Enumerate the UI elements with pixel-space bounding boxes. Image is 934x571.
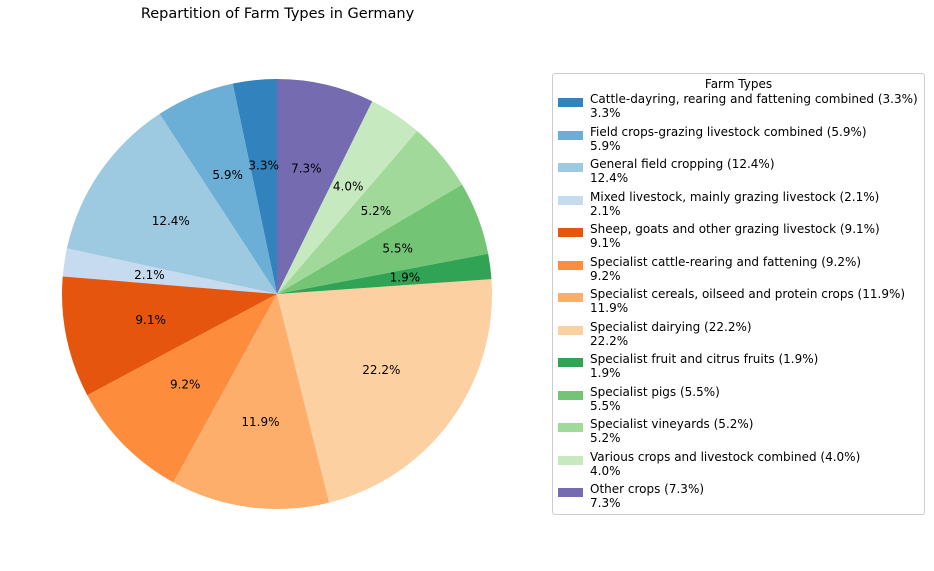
slice-label: 7.3% <box>291 161 322 175</box>
legend-entry-name: Specialist vineyards (5.2%) <box>590 417 754 431</box>
legend-entry-name: Mixed livestock, mainly grazing livestoc… <box>590 189 880 204</box>
slice-label: 5.9% <box>212 168 243 182</box>
slice-label: 9.2% <box>170 378 201 392</box>
legend-entry-percent: 7.3% <box>590 496 621 510</box>
legend-entry-name: Specialist pigs (5.5%) <box>590 384 720 399</box>
pie-slice <box>232 79 277 294</box>
legend-entry-name: Specialist cattle-rearing and fattening … <box>590 254 862 269</box>
legend-label: Other crops (7.3%) 7.3% <box>590 482 704 510</box>
legend-label: Mixed livestock, mainly grazing livestoc… <box>590 190 879 218</box>
legend-item: Specialist vineyards (5.2%) 5.2% <box>553 417 924 450</box>
pie-slice <box>66 113 277 294</box>
legend-item: Various crops and livestock combined (4.… <box>553 450 924 483</box>
slice-label: 3.3% <box>248 159 279 173</box>
legend-label: Various crops and livestock combined (4.… <box>590 450 860 478</box>
slice-label: 9.1% <box>135 313 166 327</box>
legend-label: Sheep, goats and other grazing livestock… <box>590 222 880 250</box>
legend-entry-percent: 1.9% <box>590 366 621 380</box>
legend-swatch <box>558 423 583 432</box>
legend-swatch <box>558 228 583 237</box>
legend-item: Specialist fruit and citrus fruits (1.9%… <box>553 352 924 385</box>
legend-entry-name: Specialist fruit and citrus fruits (1.9%… <box>590 352 819 366</box>
legend-label: Specialist fruit and citrus fruits (1.9%… <box>590 352 818 380</box>
legend-swatch <box>558 195 583 205</box>
legend-item: Specialist cattle-rearing and fattening … <box>553 255 924 288</box>
legend-entry-name: Field crops-grazing livestock combined (… <box>590 124 867 139</box>
legend-item: Specialist cereals, oilseed and protein … <box>553 287 924 320</box>
slice-label: 4.0% <box>333 179 364 193</box>
pie-slices <box>61 79 493 510</box>
pie-slice <box>277 184 489 294</box>
pie-slice <box>61 276 277 396</box>
legend-label: Specialist dairying (22.2%) 22.2% <box>590 320 752 348</box>
legend-entry-name: Various crops and livestock combined (4.… <box>590 449 861 464</box>
legend-entry-percent: 4.0% <box>590 463 621 478</box>
legend-item: Other crops (7.3%) 7.3% <box>553 482 924 515</box>
legend-label: Specialist cereals, oilseed and protein … <box>590 287 905 315</box>
legend-swatch <box>558 293 583 302</box>
legend-entry-percent: 11.9% <box>590 301 629 315</box>
legend-entry-name: Specialist dairying (22.2%) <box>590 319 752 334</box>
legend-swatch <box>558 130 583 140</box>
legend-swatch <box>558 260 583 270</box>
slice-label: 22.2% <box>362 363 400 377</box>
legend-item: Specialist pigs (5.5%) 5.5% <box>553 385 924 418</box>
pie-slice <box>277 101 418 295</box>
pie-slice-labels: 3.3% 5.9% 12.4% 2.1% 9.1% 9.2% 11.9% 22.2% 1.9% 5… <box>134 159 420 429</box>
legend-label: Specialist vineyards (5.2%) 5.2% <box>590 417 753 445</box>
legend-entry-percent: 9.1% <box>590 236 621 250</box>
slice-label: 5.5% <box>382 241 413 255</box>
legend-entry-percent: 5.5% <box>590 398 621 413</box>
pie-chart: 3.3% 5.9% 12.4% 2.1% 9.1% 9.2% 11.9% 22.2% 1.9% 5… <box>61 79 493 510</box>
legend-item: Specialist dairying (22.2%) 22.2% <box>553 320 924 353</box>
legend-swatch <box>558 163 583 172</box>
legend-entry-percent: 3.3% <box>590 106 621 120</box>
pie-slice <box>277 279 493 503</box>
legend-entry-name: Sheep, goats and other grazing livestock… <box>590 222 880 236</box>
legend-item: Mixed livestock, mainly grazing livestoc… <box>553 190 924 223</box>
legend-items: Cattle-dayring, rearing and fattening co… <box>553 92 924 515</box>
legend-entry-name: Other crops (7.3%) <box>590 482 705 496</box>
legend-entry-percent: 12.4% <box>590 171 629 185</box>
slice-label: 11.9% <box>241 415 279 429</box>
legend-entry-percent: 5.2% <box>590 431 621 445</box>
legend-entry-percent: 9.2% <box>590 268 621 283</box>
pie-slice <box>87 294 277 483</box>
legend-swatch <box>558 455 583 465</box>
legend-swatch <box>558 488 583 497</box>
legend-label: Field crops-grazing livestock combined (… <box>590 125 867 153</box>
pie-slice <box>277 130 463 294</box>
slice-label: 12.4% <box>152 214 190 228</box>
legend: Farm Types Cattle-dayring, rearing and f… <box>552 73 925 515</box>
legend-entry-percent: 2.1% <box>590 203 621 218</box>
slice-label: 2.1% <box>134 268 165 282</box>
legend-swatch <box>558 98 583 107</box>
legend-label: Specialist pigs (5.5%) 5.5% <box>590 385 720 413</box>
pie-slice <box>159 83 277 294</box>
pie-slice <box>277 79 373 294</box>
legend-entry-percent: 5.9% <box>590 138 621 153</box>
legend-item: Sheep, goats and other grazing livestock… <box>553 222 924 255</box>
pie-slice <box>277 253 492 294</box>
legend-label: General field cropping (12.4%) 12.4% <box>590 157 775 185</box>
legend-swatch <box>558 325 583 335</box>
legend-entry-name: Cattle-dayring, rearing and fattening co… <box>590 92 918 106</box>
legend-item: Field crops-grazing livestock combined (… <box>553 125 924 158</box>
pie-slice <box>62 248 277 294</box>
legend-entry-percent: 22.2% <box>590 333 629 348</box>
legend-label: Specialist cattle-rearing and fattening … <box>590 255 861 283</box>
legend-item: Cattle-dayring, rearing and fattening co… <box>553 92 924 125</box>
slice-label: 5.2% <box>361 204 392 218</box>
legend-swatch <box>558 390 583 400</box>
pie-slice <box>173 294 330 510</box>
legend-entry-name: Specialist cereals, oilseed and protein … <box>590 287 906 301</box>
chart-title: Repartition of Farm Types in Germany <box>140 6 415 22</box>
legend-label: Cattle-dayring, rearing and fattening co… <box>590 92 918 120</box>
legend-title: Farm Types <box>704 77 773 91</box>
legend-swatch <box>558 358 583 367</box>
legend-item: General field cropping (12.4%) 12.4% <box>553 157 924 190</box>
legend-entry-name: General field cropping (12.4%) <box>590 157 775 171</box>
slice-label: 1.9% <box>390 270 421 284</box>
